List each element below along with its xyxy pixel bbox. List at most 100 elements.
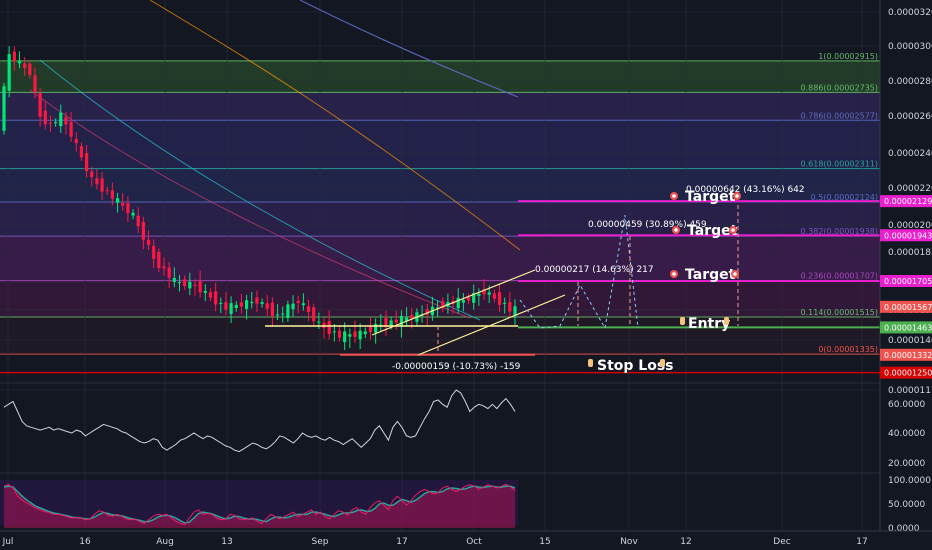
candle-body — [368, 326, 373, 333]
y-tick-label: 0.00002800 — [888, 77, 932, 87]
candle-body — [348, 334, 352, 337]
x-tick-label: 16 — [79, 537, 91, 547]
candle-body — [425, 309, 429, 315]
moving-average-cyan — [39, 59, 481, 321]
candle-body — [2, 86, 6, 131]
fib-label: 0(0.00001335) — [818, 345, 878, 354]
price-tag — [880, 300, 932, 313]
x-tick-label: 12 — [680, 537, 691, 547]
price-tag — [880, 348, 932, 361]
indicator2-tick-label: 0.0000 — [888, 524, 920, 534]
candle-body — [234, 304, 238, 309]
measure-label-3: 0.00000642 (43.16%) 642 — [686, 185, 805, 195]
candle-body — [43, 110, 47, 125]
candle-body — [337, 330, 342, 338]
candle-body — [84, 153, 89, 172]
fib-band — [0, 317, 880, 355]
price-tag — [880, 366, 932, 379]
candle-body — [296, 301, 300, 303]
y-tick-label: 0.00001400 — [888, 336, 932, 346]
candle-body — [74, 138, 78, 144]
candle-body — [224, 302, 228, 310]
y-tick-label: 0.00002200 — [888, 184, 932, 194]
candle-body — [286, 304, 290, 318]
candle-body — [146, 239, 151, 245]
candle-body — [250, 301, 254, 304]
fib-band — [0, 120, 880, 169]
y-tick-label: 0.00002000 — [888, 221, 932, 231]
candle-body — [513, 306, 517, 316]
fib-label: 0.382(0.00001938) — [801, 227, 879, 236]
candle-body — [28, 63, 32, 76]
fibonacci-bands — [0, 60, 880, 355]
target-label-2: Target — [687, 223, 738, 239]
candle-body — [69, 121, 73, 137]
indicator2-tick-label: 50.0000 — [888, 500, 925, 510]
fib-label: 1(0.00002915) — [818, 52, 878, 61]
candle-body — [456, 297, 460, 309]
moving-average-blue — [299, 0, 519, 98]
candle-body — [214, 291, 218, 305]
price-tag — [880, 229, 932, 242]
candle-body — [79, 146, 84, 158]
candle-body — [405, 317, 409, 322]
candle-body — [23, 63, 27, 68]
candle-body — [497, 292, 502, 305]
candle-body — [492, 293, 496, 299]
fib-band — [0, 202, 880, 237]
y-tick-label: 0.00002400 — [888, 149, 932, 159]
candle-body — [7, 54, 11, 91]
fib-label: 0.236(0.00001707) — [801, 272, 879, 281]
candle-body — [399, 316, 404, 327]
candle-body — [332, 331, 336, 333]
candle-body — [281, 313, 285, 315]
candle-body — [157, 252, 161, 268]
candle-body — [136, 215, 140, 227]
moving-average-pink — [29, 89, 471, 319]
candle-body — [38, 93, 42, 117]
candle-body — [33, 75, 37, 93]
candle-body — [270, 302, 275, 316]
price-tag — [880, 195, 932, 208]
candle-body — [508, 302, 512, 312]
candle-body — [193, 284, 197, 286]
candle-body — [115, 198, 120, 203]
candle-body — [198, 281, 202, 293]
candle-body — [121, 202, 125, 206]
candle-body — [343, 331, 347, 343]
candle-body — [482, 289, 486, 295]
candle-body — [110, 190, 114, 199]
x-tick-label: 17 — [856, 537, 867, 547]
candle-body — [203, 290, 207, 293]
measure-label-down: -0.00000159 (-10.73%) -159 — [392, 362, 521, 372]
fib-band — [0, 92, 880, 121]
candle-body — [374, 324, 378, 333]
candle-body — [239, 302, 244, 307]
x-tick-label: Jul — [2, 537, 14, 547]
fib-label: 0.5(0.00002124) — [811, 193, 878, 202]
moving-averages — [29, 0, 521, 321]
candle-body — [244, 300, 249, 309]
candle-body — [17, 60, 22, 64]
candle-body — [219, 302, 223, 304]
measure-label-1: 0.00000217 (14.63%) 217 — [535, 265, 654, 275]
indicator-line — [3, 389, 516, 453]
fib-band — [0, 280, 880, 317]
candle-body — [260, 302, 264, 305]
candle-body — [229, 303, 233, 314]
indicator1-tick-label: 20.0000 — [888, 459, 925, 469]
price-tag-label: 0.00001567 — [884, 303, 932, 312]
candle-body — [177, 282, 182, 284]
channel-upper-line — [371, 269, 536, 336]
candle-body — [59, 112, 63, 127]
indicator-panes — [0, 382, 932, 528]
indicator-area — [4, 486, 515, 528]
target-icon — [670, 192, 741, 278]
price-tag-label: 0.00001463 — [884, 323, 932, 332]
x-tick-label: Sep — [312, 537, 329, 547]
y-tick-label: 0.00001170 — [888, 386, 932, 396]
candle-body — [162, 266, 166, 269]
drawing-tools — [0, 200, 880, 374]
x-tick-label: 13 — [221, 537, 232, 547]
